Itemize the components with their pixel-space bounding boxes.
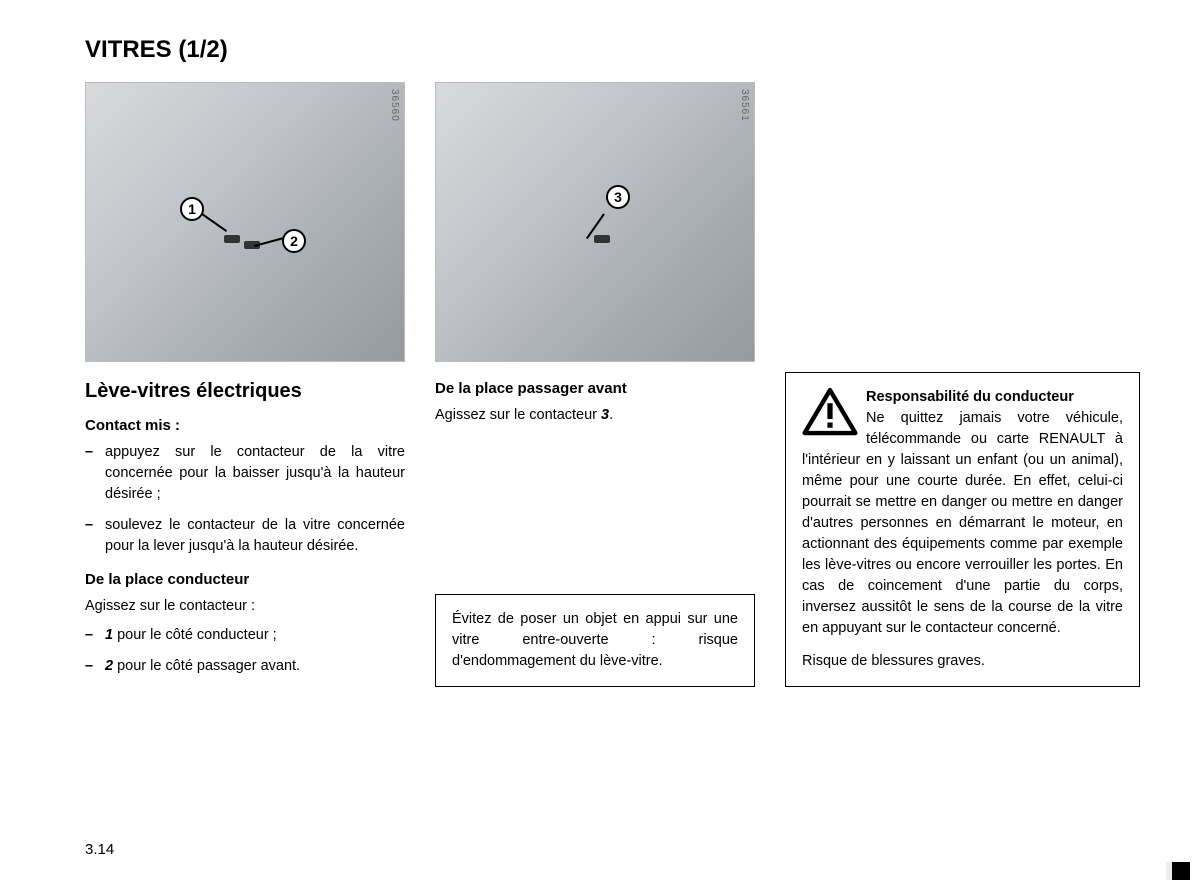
column-middle: 36561 3 De la place passager avant Agiss… — [435, 82, 755, 687]
list-item: 1 pour le côté conducteur ; — [85, 625, 405, 646]
passenger-instruction: Agissez sur le contacteur 3. — [435, 405, 755, 426]
warning-triangle-icon — [802, 387, 858, 437]
crop-mark-icon — [1172, 862, 1190, 880]
callout-2: 2 — [282, 229, 306, 253]
content-columns: 36560 1 2 Lève-vitres électriques Contac… — [85, 82, 1140, 687]
callout-label: 2 — [290, 233, 298, 249]
list-item: appuyez sur le contacteur de la vitre co… — [85, 442, 405, 505]
callout-3: 3 — [606, 185, 630, 209]
warning-tail: Risque de blessures graves. — [802, 651, 1123, 672]
warning-box: Responsabilité du conducteur Ne quittez … — [785, 372, 1140, 687]
heading-electric-windows: Lève-vitres électriques — [85, 380, 405, 403]
index-number: 3 — [601, 407, 609, 423]
figure-driver-door: 36560 1 2 — [85, 82, 405, 362]
text-fragment: Agissez sur le contacteur — [435, 407, 601, 423]
list-text: pour le côté conducteur ; — [113, 627, 277, 643]
switch-button — [224, 235, 240, 243]
figure-passenger-door: 36561 3 — [435, 82, 755, 362]
switch-button — [594, 235, 610, 243]
callout-label: 3 — [614, 189, 622, 205]
figure-code: 36560 — [389, 89, 400, 122]
callout-1: 1 — [180, 197, 204, 221]
subheading-passenger-seat: De la place passager avant — [435, 380, 755, 397]
lead-text: Agissez sur le contacteur : — [85, 596, 405, 617]
warning-body: Ne quittez jamais votre véhicule, téléco… — [802, 410, 1123, 636]
column-left: 36560 1 2 Lève-vitres électriques Contac… — [85, 82, 405, 687]
figure-code: 36561 — [739, 89, 750, 122]
list-item: soulevez le contacteur de la vitre conce… — [85, 515, 405, 557]
list-text: pour le côté passager avant. — [113, 658, 300, 674]
index-number: 2 — [105, 658, 113, 674]
caution-note-box: Évitez de poser un objet en appui sur un… — [435, 594, 755, 687]
subheading-ignition-on: Contact mis : — [85, 417, 405, 434]
subheading-driver-seat: De la place conducteur — [85, 571, 405, 588]
text-fragment: . — [609, 407, 613, 423]
list-item: 2 pour le côté passager avant. — [85, 656, 405, 677]
page-number: 3.14 — [85, 841, 114, 858]
callout-label: 1 — [188, 201, 196, 217]
index-number: 1 — [105, 627, 113, 643]
page-title: VITRES (1/2) — [85, 36, 1140, 64]
callout-line — [201, 213, 227, 232]
switch-list: 1 pour le côté conducteur ; 2 pour le cô… — [85, 625, 405, 677]
instruction-list: appuyez sur le contacteur de la vitre co… — [85, 442, 405, 557]
column-right: Responsabilité du conducteur Ne quittez … — [785, 82, 1140, 687]
